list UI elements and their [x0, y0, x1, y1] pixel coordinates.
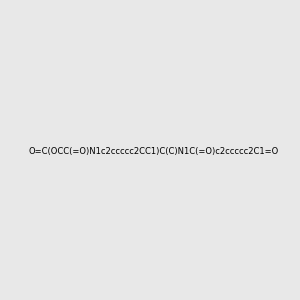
Text: O=C(OCC(=O)N1c2ccccc2CC1)C(C)N1C(=O)c2ccccc2C1=O: O=C(OCC(=O)N1c2ccccc2CC1)C(C)N1C(=O)c2cc… [28, 147, 279, 156]
